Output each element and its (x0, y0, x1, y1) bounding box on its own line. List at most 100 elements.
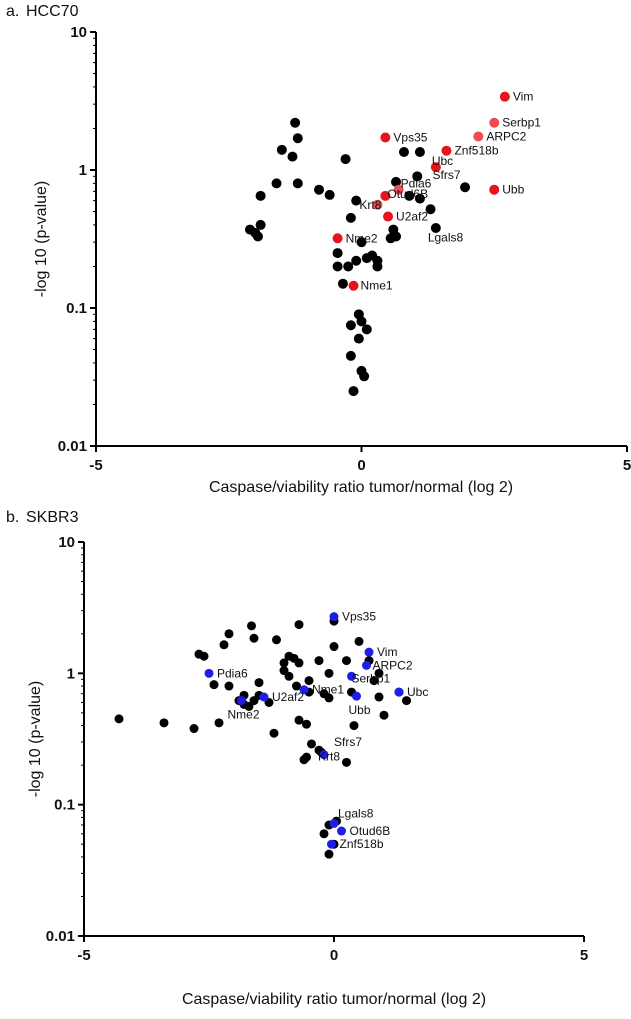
highlight-point-otud6b (380, 190, 391, 201)
data-point (345, 350, 356, 361)
highlight-point-krt8 (372, 199, 383, 210)
panel-b-y-tick-label: 10 (58, 534, 75, 551)
data-point (302, 719, 311, 729)
panel-a-title: HCC70 (26, 3, 79, 20)
data-point (337, 278, 348, 289)
data-point (391, 176, 402, 187)
data-point (279, 658, 289, 668)
point-label-nme1: Nme1 (361, 279, 393, 293)
panel-a-y-axis-title: -log 10 (p-value) (33, 181, 50, 298)
data-point (329, 642, 339, 652)
highlight-point-serbp1 (347, 671, 356, 681)
data-point (345, 320, 356, 331)
data-point (351, 195, 362, 206)
data-point (404, 190, 415, 201)
data-point (292, 681, 301, 691)
highlight-point-ubb (352, 691, 361, 701)
point-label-pdia6: Pdia6 (401, 177, 432, 191)
point-label-sfrs7: Sfrs7 (433, 168, 461, 182)
data-point (414, 147, 425, 158)
data-point (332, 248, 343, 259)
data-point (348, 386, 359, 397)
data-point (307, 739, 316, 749)
data-point (279, 666, 289, 676)
data-point (425, 204, 436, 215)
panel-b-x-axis-title: Caspase/viability ratio tumor/normal (lo… (182, 991, 486, 1008)
highlight-point-u2af2 (383, 211, 394, 222)
data-point (385, 233, 396, 244)
panel-b-ticks: -5 0 5 10 1 0.1 0.01 (46, 534, 588, 964)
data-point (252, 231, 263, 242)
point-label-serbp1: Serbp1 (352, 671, 391, 685)
data-point (430, 222, 441, 233)
data-point (398, 147, 409, 158)
highlight-point-nme2 (237, 696, 246, 706)
point-label-ubc: Ubc (432, 154, 453, 168)
panel-b-label: b. (6, 509, 19, 526)
data-point (342, 757, 351, 767)
data-point (294, 620, 304, 630)
panel-b-x-tick-label: 0 (330, 947, 338, 964)
data-point (353, 333, 364, 344)
data-point (379, 710, 389, 720)
highlight-point-u2af2 (259, 692, 269, 702)
panel-b-y-axis-title: -log 10 (p-value) (27, 681, 44, 798)
panel-b-x-tick-label: -5 (77, 947, 90, 964)
data-point (224, 629, 234, 639)
data-point (292, 178, 303, 189)
highlight-point-nme1 (299, 685, 309, 695)
data-point (114, 714, 124, 724)
data-point (314, 184, 325, 195)
point-label-sfrs7: Sfrs7 (334, 735, 362, 749)
data-point (272, 635, 281, 645)
highlight-point-serbp1 (489, 117, 500, 128)
panel-b-title: SKBR3 (26, 509, 79, 526)
point-label-pdia6: Pdia6 (217, 666, 248, 680)
data-point (294, 715, 304, 725)
data-point (414, 193, 425, 204)
data-point (372, 255, 383, 266)
data-point (319, 829, 329, 839)
point-label-ubc: Ubc (407, 685, 428, 699)
highlight-point-ubc (394, 687, 404, 697)
panel-b-y-tick-label: 0.1 (54, 797, 75, 814)
point-label-znf518b: Znf518b (340, 837, 384, 851)
panel-a-x-tick-label: -5 (89, 457, 102, 474)
point-label-serbp1: Serbp1 (502, 116, 541, 130)
point-label-krt8: Krt8 (359, 198, 381, 212)
point-label-vim: Vim (377, 645, 397, 659)
panel-a-x-axis-title: Caspase/viability ratio tumor/normal (lo… (209, 479, 513, 496)
point-label-vps35: Vps35 (342, 610, 376, 624)
data-point (199, 651, 209, 661)
point-label-otud6b: Otud6B (387, 187, 428, 201)
data-point (412, 171, 423, 182)
data-point (332, 261, 343, 272)
data-point (214, 718, 224, 728)
data-point (343, 261, 354, 272)
panel-b-y-tick-label: 0.01 (46, 928, 75, 945)
data-point (249, 633, 259, 643)
data-point (351, 255, 362, 266)
point-label-arpc2: ARPC2 (486, 129, 526, 143)
data-point (304, 676, 314, 686)
data-point (224, 681, 234, 691)
highlight-point-krt8 (319, 750, 329, 760)
highlight-point-znf518b (441, 145, 452, 156)
highlight-point-lgals8 (329, 818, 339, 828)
data-point (402, 696, 411, 706)
panel-b-y-tick-label: 1 (67, 665, 75, 682)
data-point (294, 658, 304, 668)
data-point (189, 724, 199, 734)
panel-a-x-tick-label: 0 (357, 457, 365, 474)
point-label-nme2: Nme2 (346, 231, 378, 245)
point-label-arpc2: ARPC2 (373, 658, 413, 672)
data-point (324, 189, 335, 200)
data-point (299, 755, 309, 765)
highlight-point-nme1 (348, 280, 359, 291)
highlight-point-ubb (489, 184, 500, 195)
panel-b-skbr3: b. SKBR3 -5 0 5 10 1 0.1 0.01 Vps35 VimARPC2Ser… (6, 509, 588, 1008)
data-point (460, 182, 471, 193)
highlight-point-vim (499, 91, 510, 102)
